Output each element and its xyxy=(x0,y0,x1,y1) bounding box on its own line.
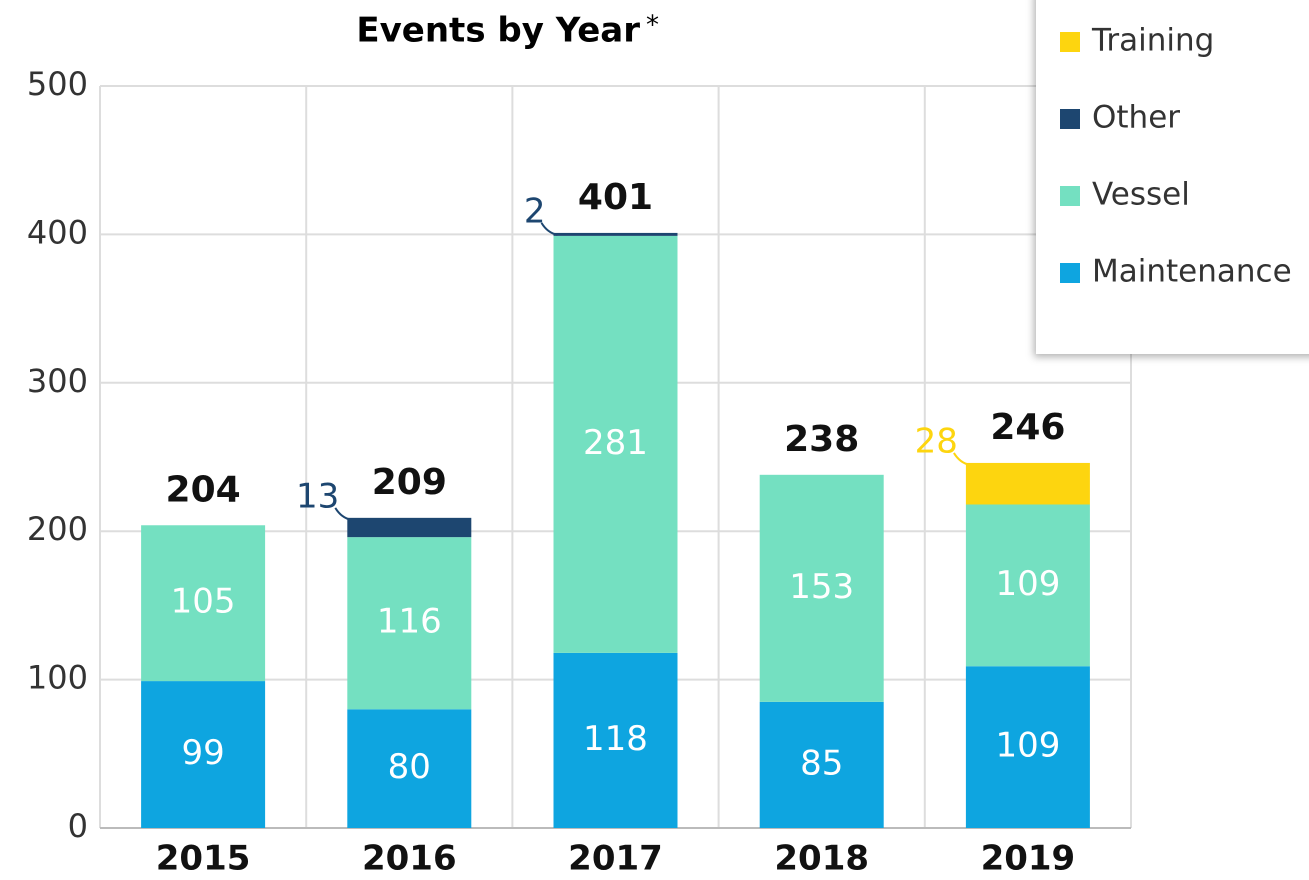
x-tick-label: 2015 xyxy=(156,839,251,879)
data-label: 105 xyxy=(171,582,236,622)
bar-segment xyxy=(965,462,1090,505)
total-label: 238 xyxy=(784,419,859,460)
y-tick-label: 300 xyxy=(27,362,88,400)
total-label: 204 xyxy=(166,469,241,510)
data-label: 99 xyxy=(181,733,224,773)
y-tick-label: 500 xyxy=(27,65,88,103)
bar-segment xyxy=(553,235,678,653)
bar-segment xyxy=(759,701,884,828)
bar-segment xyxy=(965,504,1090,667)
data-label: 28 xyxy=(915,421,958,461)
legend-swatch xyxy=(1060,186,1080,206)
legend: Training Other Vessel Maintenance xyxy=(1036,0,1309,354)
bar-segment xyxy=(347,517,472,538)
legend-box xyxy=(1036,0,1309,354)
data-label: 85 xyxy=(800,743,843,783)
total-label: 401 xyxy=(578,177,653,218)
legend-swatch xyxy=(1060,263,1080,283)
x-tick-label: 2018 xyxy=(774,839,869,879)
legend-label: Other xyxy=(1092,100,1180,136)
total-label: 246 xyxy=(990,407,1065,448)
y-tick-label: 100 xyxy=(27,659,88,697)
bar-segment xyxy=(553,232,678,236)
data-label: 109 xyxy=(995,564,1060,604)
title-note: * xyxy=(646,11,659,41)
x-tick-label: 2016 xyxy=(362,839,457,879)
data-label: 2 xyxy=(524,191,546,231)
legend-swatch xyxy=(1060,32,1080,52)
data-label: 153 xyxy=(789,567,854,607)
bar-segment xyxy=(347,537,472,710)
bar-segment xyxy=(141,681,266,828)
legend-swatch xyxy=(1060,109,1080,129)
leader-line xyxy=(953,452,971,466)
y-tick-label: 200 xyxy=(27,510,88,548)
y-tick-label: 400 xyxy=(27,213,88,251)
data-label: 13 xyxy=(296,476,339,516)
data-label: 281 xyxy=(583,423,648,463)
x-tick-label: 2019 xyxy=(981,839,1076,879)
data-label: 118 xyxy=(583,719,648,759)
bar-segment xyxy=(553,652,678,828)
legend-label: Training xyxy=(1091,23,1214,59)
x-tick-label: 2017 xyxy=(568,839,663,879)
bar-segment xyxy=(759,474,884,702)
total-label: 209 xyxy=(372,462,447,503)
data-label: 116 xyxy=(377,602,442,642)
legend-label: Maintenance xyxy=(1092,254,1292,290)
bar-segment xyxy=(141,525,266,682)
legend-label: Vessel xyxy=(1092,177,1190,213)
leader-line xyxy=(334,507,352,521)
leader-line xyxy=(540,222,558,236)
chart-title: Events by Year xyxy=(356,11,640,51)
y-tick-label: 0 xyxy=(68,807,88,845)
data-label: 80 xyxy=(388,747,431,787)
bar-segment xyxy=(347,709,472,828)
data-label: 109 xyxy=(995,726,1060,766)
bar-segment xyxy=(965,666,1090,828)
